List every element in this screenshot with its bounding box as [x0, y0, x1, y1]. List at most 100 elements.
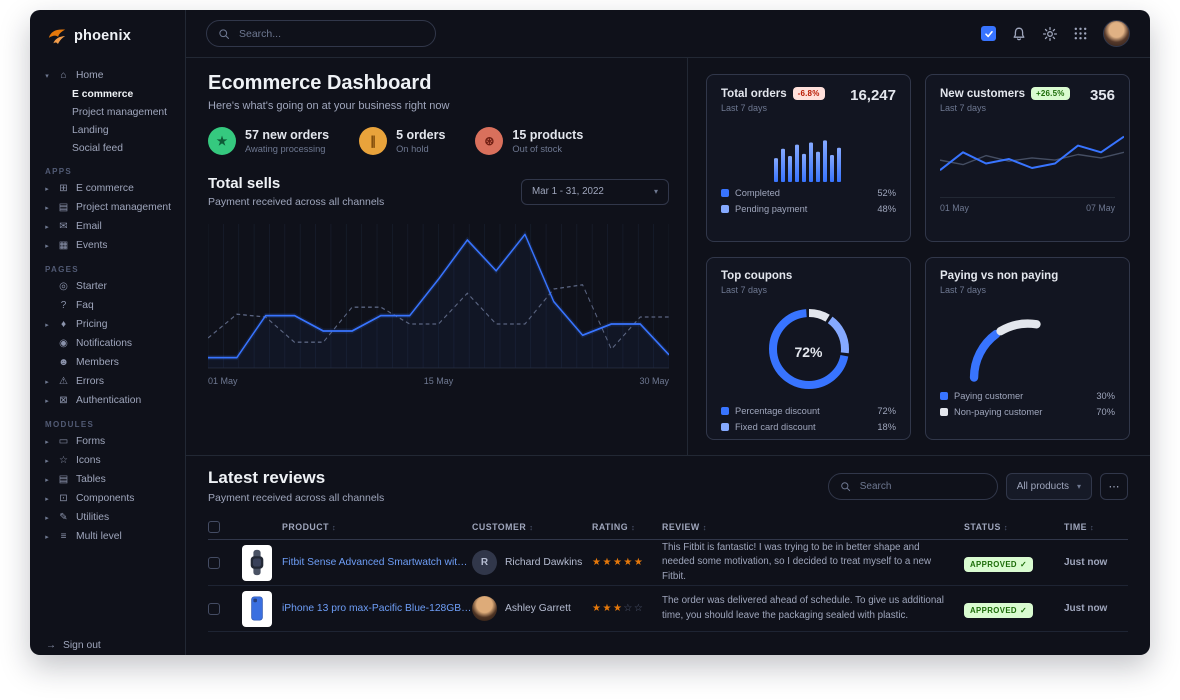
column-header-rating[interactable]: RATING ↕: [592, 522, 662, 532]
product-thumbnail-watch: [242, 544, 272, 581]
sidebar-item-label: Email: [76, 221, 102, 232]
sidebar-item-label: Utilities: [76, 512, 110, 523]
sidebar-item-forms[interactable]: ▸ ▭ Forms: [30, 432, 185, 451]
star-filled-icon: ★: [602, 603, 613, 614]
legend-item: Paying customer 30%: [940, 391, 1115, 401]
legend-label: Paying customer: [954, 391, 1024, 401]
column-header-customer[interactable]: CUSTOMER ↕: [472, 522, 592, 532]
x-axis-label: 07 May: [1086, 203, 1115, 213]
product-filter-select[interactable]: All products ▾: [1005, 472, 1092, 500]
search-input[interactable]: [237, 26, 424, 41]
chevron-right-icon: ▸: [45, 223, 49, 231]
apps-grid-icon[interactable]: [1073, 26, 1088, 41]
column-label: RATING: [592, 522, 629, 532]
sidebar-item-project-management[interactable]: Project management: [72, 106, 168, 118]
sidebar-item-project-management[interactable]: ▸ ▤ Project management: [30, 198, 185, 217]
sort-icon: ↕: [702, 522, 707, 532]
star-filled-icon: ★: [612, 557, 624, 568]
chevron-right-icon: ▸: [45, 457, 49, 465]
date-range-select[interactable]: Mar 1 - 31, 2022 ▾: [521, 178, 669, 205]
sidebar-item-label: Errors: [76, 376, 105, 387]
user-avatar[interactable]: [1103, 20, 1130, 47]
sidebar-nav: ▾ ⌂ Home E commerce Project management Landin…: [30, 62, 185, 623]
card-top-coupons: Top coupons Last 7 days 72% Percentage d…: [706, 257, 911, 440]
reviews-table-header: PRODUCT ↕ CUSTOMER ↕ RATING ↕ REVIEW ↕ STATUS ↕ TI…: [208, 516, 1128, 540]
sidebar-item-faq[interactable]: ? Faq: [30, 296, 185, 315]
sidebar-item-email[interactable]: ▸ ✉ Email: [30, 217, 185, 236]
star-empty-icon: ☆: [623, 603, 634, 614]
sidebar-item-e-commerce[interactable]: E commerce: [72, 88, 134, 100]
column-header-status[interactable]: STATUS ↕: [964, 522, 1064, 532]
stat-item: ★ 57 new orders Awating processing: [208, 127, 329, 155]
select-all-checkbox[interactable]: [208, 521, 220, 533]
card-period: Last 7 days: [721, 285, 768, 295]
reviews-controls: All products ▾ ⋯: [827, 472, 1128, 500]
sidebar-item-events[interactable]: ▸ ▦ Events: [30, 236, 185, 255]
notifications-bell-icon[interactable]: [1011, 26, 1027, 42]
sidebar-item-pricing[interactable]: ▸ ♦ Pricing: [30, 315, 185, 334]
sidebar-item-notifications[interactable]: ◉ Notifications: [30, 334, 185, 353]
reviews-search-input[interactable]: [857, 479, 986, 493]
review-time: Just now: [1064, 603, 1108, 614]
brand[interactable]: phoenix: [30, 10, 185, 62]
sidebar-item-label: Starter: [76, 281, 107, 292]
product-cell: iPhone 13 pro max-Pacific Blue-128GB sto…: [242, 590, 472, 627]
total-sells-header: Total sells Payment received across all …: [208, 175, 669, 208]
mail-icon: ✉: [59, 221, 68, 232]
sidebar-item-home[interactable]: ▾ ⌂ Home: [30, 66, 185, 85]
star-seal-icon: ★: [208, 127, 236, 155]
tag-icon: ♦: [60, 319, 67, 330]
product-link[interactable]: Fitbit Sense Advanced Smartwatch with To…: [282, 557, 472, 568]
sidebar-item-icons[interactable]: ▸ ☆ Icons: [30, 451, 185, 470]
chevron-right-icon: ▸: [45, 242, 49, 250]
row-checkbox[interactable]: [208, 602, 220, 615]
sidebar-section-label: MODULES: [45, 420, 95, 429]
dashboard-left-column: Ecommerce Dashboard Here's what's going …: [186, 58, 688, 455]
legend-item: Fixed card discount 18%: [721, 422, 896, 432]
customer-name: Richard Dawkins: [505, 557, 583, 568]
compass-icon: ◎: [59, 281, 68, 292]
sidebar-item-landing[interactable]: Landing: [72, 124, 109, 136]
sidebar-item-errors[interactable]: ▸ ⚠ Errors: [30, 372, 185, 391]
sidebar-item-multi-level[interactable]: ▸ ≡ Multi level: [30, 527, 185, 546]
ellipsis-icon: ⋯: [1108, 480, 1120, 493]
donut-center-label: 72%: [794, 343, 823, 360]
sidebar-item-label: Components: [76, 493, 135, 504]
content: Ecommerce Dashboard Here's what's going …: [186, 58, 1150, 655]
sidebar-item-sign-out[interactable]: → Sign out: [30, 636, 185, 655]
sidebar-item-starter[interactable]: ◎ Starter: [30, 277, 185, 296]
legend-swatch: [721, 439, 729, 440]
sidebar-item-label: E commerce: [76, 183, 134, 194]
column-label: CUSTOMER: [472, 522, 527, 532]
star-filled-icon: ★: [592, 603, 603, 614]
legend-label: Completed: [735, 188, 780, 198]
sidebar-item-members[interactable]: ☻ Members: [30, 353, 185, 372]
stat-caption: Out of stock: [512, 144, 563, 154]
trend-badge: -6.8%: [792, 87, 825, 100]
row-checkbox[interactable]: [208, 556, 220, 569]
product-filter-value: All products: [1016, 480, 1069, 492]
sidebar-item-components[interactable]: ▸ ⊡ Components: [30, 489, 185, 508]
sidebar-item-tables[interactable]: ▸ ▤ Tables: [30, 470, 185, 489]
sort-icon: ↕: [332, 522, 337, 532]
column-header-time[interactable]: TIME ↕: [1064, 522, 1128, 532]
pause-seal-icon: ∥: [359, 127, 388, 155]
sidebar-item-authentication[interactable]: ▸ ⊠ Authentication: [30, 391, 185, 410]
stat-text: 57 new orders Awating processing: [245, 128, 329, 154]
sidebar-item-e-commerce[interactable]: ▸ ⊞ E commerce: [30, 179, 185, 198]
settings-gear-icon[interactable]: [1042, 26, 1058, 42]
review-time: Just now: [1064, 557, 1108, 568]
sidebar-item-utilities[interactable]: ▸ ✎ Utilities: [30, 508, 185, 527]
legend-label: Pending payment: [735, 204, 808, 214]
column-header-review[interactable]: REVIEW ↕: [662, 522, 964, 532]
check-icon: ✓: [1019, 605, 1027, 615]
legend-swatch: [940, 392, 948, 400]
product-link[interactable]: iPhone 13 pro max-Pacific Blue-128GB sto…: [282, 603, 472, 614]
sidebar-item-label: Multi level: [76, 531, 122, 542]
sidebar-item-social-feed[interactable]: Social feed: [72, 142, 123, 154]
more-options-button[interactable]: ⋯: [1100, 472, 1128, 500]
search-icon: [219, 28, 230, 39]
sort-icon: ↕: [1003, 522, 1009, 532]
navbar-checkbox-icon[interactable]: [981, 26, 996, 41]
column-header-product[interactable]: PRODUCT ↕: [242, 522, 472, 532]
